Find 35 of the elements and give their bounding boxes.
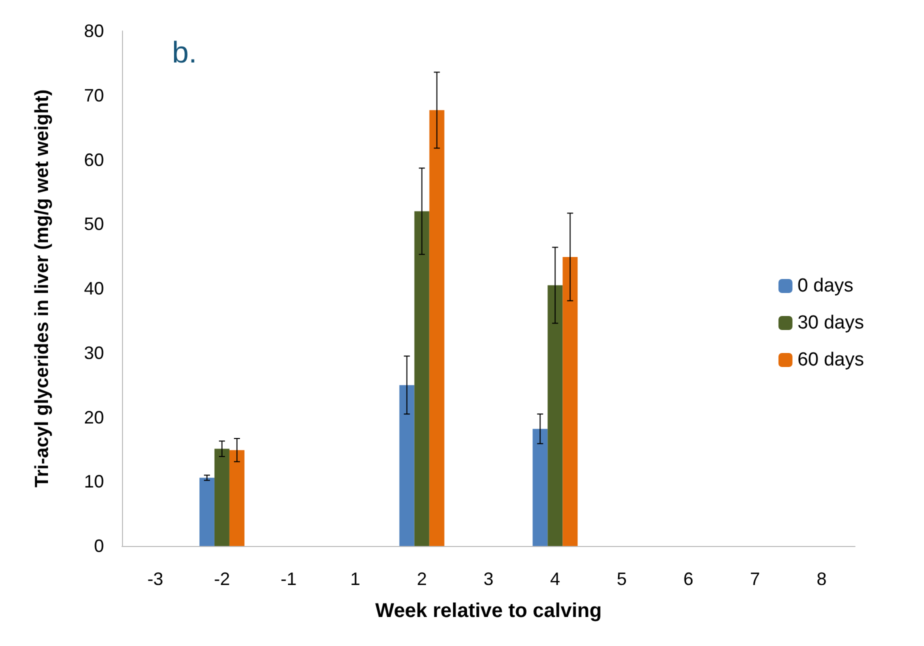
x-tick-label: 5: [616, 569, 627, 589]
x-tick-label: 8: [816, 569, 827, 589]
bar: [229, 450, 244, 546]
x-tick-label: 3: [483, 569, 494, 589]
y-tick-label: 50: [84, 214, 104, 234]
bar: [429, 110, 444, 546]
y-tick-label: 0: [94, 536, 104, 556]
legend-label: 30 days: [797, 312, 864, 334]
x-tick-label: -2: [214, 569, 230, 589]
x-tick-label: -3: [147, 569, 164, 589]
bar: [199, 478, 214, 546]
y-tick-label: 30: [84, 342, 104, 363]
x-axis-title: Week relative to calving: [375, 600, 602, 622]
y-axis-title: Tri-acyl glycerides in liver (mg/g wet weight): [32, 89, 53, 488]
x-tick-label: 2: [416, 569, 427, 589]
annotation: b.: [172, 36, 198, 70]
legend-label: 0 days: [797, 276, 854, 296]
bar: [548, 285, 563, 546]
y-tick-label: 20: [84, 407, 104, 428]
x-tick-label: 1: [350, 569, 360, 589]
x-tick-label: 6: [683, 569, 694, 589]
y-tick-label: 40: [84, 278, 104, 298]
y-tick-label: 80: [84, 21, 104, 41]
y-tick-label: 70: [84, 85, 104, 106]
y-tick-label: 60: [84, 150, 104, 170]
y-tick-label: 10: [84, 472, 104, 492]
bar: [399, 385, 414, 546]
bar: [532, 428, 548, 546]
legend-label: 60 days: [797, 350, 864, 370]
x-tick-label: 4: [550, 569, 560, 589]
bar: [562, 256, 578, 546]
x-tick-label: 7: [750, 569, 760, 589]
x-tick-label: -1: [280, 569, 297, 589]
bar: [414, 211, 430, 546]
bar: [214, 448, 230, 546]
